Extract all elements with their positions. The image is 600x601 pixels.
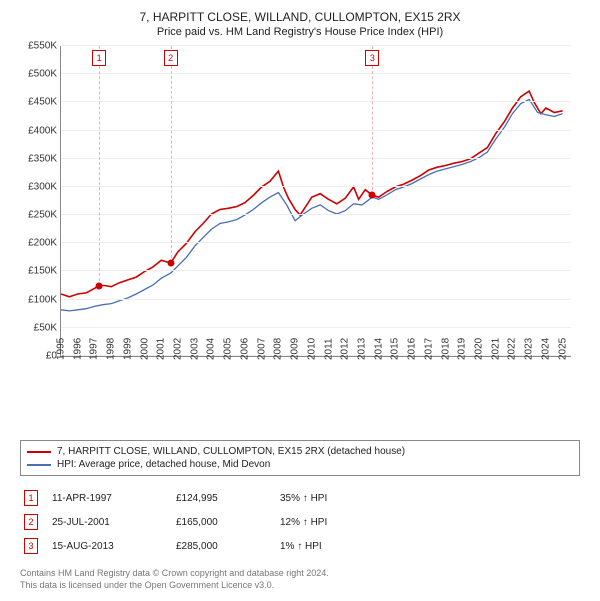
title-subtitle: Price paid vs. HM Land Registry's House … xyxy=(10,26,590,38)
marker-flag: 3 xyxy=(365,50,379,66)
gridline xyxy=(61,242,571,243)
gridline xyxy=(61,101,571,102)
transaction-price: £124,995 xyxy=(176,493,266,504)
transaction-hpi-delta: 1% ↑ HPI xyxy=(280,541,380,552)
gridline xyxy=(61,158,571,159)
marker-flag: 1 xyxy=(92,50,106,66)
title-address: 7, HARPITT CLOSE, WILLAND, CULLOMPTON, E… xyxy=(10,10,590,24)
marker-dot xyxy=(369,192,376,199)
marker-guideline xyxy=(372,46,373,195)
transaction-hpi-delta: 35% ↑ HPI xyxy=(280,493,380,504)
chart-title-block: 7, HARPITT CLOSE, WILLAND, CULLOMPTON, E… xyxy=(10,10,590,38)
y-axis-label: £550K xyxy=(28,41,57,52)
legend-box: 7, HARPITT CLOSE, WILLAND, CULLOMPTON, E… xyxy=(20,440,580,476)
legend-row: 7, HARPITT CLOSE, WILLAND, CULLOMPTON, E… xyxy=(27,445,573,458)
transaction-price: £165,000 xyxy=(176,517,266,528)
y-axis-label: £400K xyxy=(28,125,57,136)
series-svg xyxy=(61,46,571,356)
footer-line1: Contains HM Land Registry data © Crown c… xyxy=(20,568,580,580)
legend-label: HPI: Average price, detached house, Mid … xyxy=(57,459,270,470)
transaction-hpi-delta: 12% ↑ HPI xyxy=(280,517,380,528)
gridline xyxy=(61,270,571,271)
marker-dot xyxy=(96,282,103,289)
y-axis-label: £150K xyxy=(28,266,57,277)
gridline xyxy=(61,299,571,300)
gridline xyxy=(61,130,571,131)
transaction-marker-number: 1 xyxy=(24,490,38,506)
legend-row: HPI: Average price, detached house, Mid … xyxy=(27,458,573,471)
y-axis-label: £250K xyxy=(28,210,57,221)
footer-attribution: Contains HM Land Registry data © Crown c… xyxy=(20,568,580,591)
series-line xyxy=(61,100,563,311)
gridline xyxy=(61,214,571,215)
marker-guideline xyxy=(171,46,172,263)
marker-flag: 2 xyxy=(164,50,178,66)
gridline xyxy=(61,45,571,46)
y-axis-label: £300K xyxy=(28,181,57,192)
transaction-row: 2 25-JUL-2001 £165,000 12% ↑ HPI xyxy=(20,510,580,534)
transaction-date: 25-JUL-2001 xyxy=(52,517,162,528)
transaction-marker-number: 2 xyxy=(24,514,38,530)
transaction-date: 11-APR-1997 xyxy=(52,493,162,504)
y-axis-label: £450K xyxy=(28,97,57,108)
transaction-price: £285,000 xyxy=(176,541,266,552)
legend-swatch xyxy=(27,464,51,466)
transaction-row: 1 11-APR-1997 £124,995 35% ↑ HPI xyxy=(20,486,580,510)
transaction-row: 3 15-AUG-2013 £285,000 1% ↑ HPI xyxy=(20,534,580,558)
series-line xyxy=(61,91,563,297)
transactions-block: 1 11-APR-1997 £124,995 35% ↑ HPI 2 25-JUL-200… xyxy=(20,486,580,558)
y-axis-label: £50K xyxy=(34,322,57,333)
transaction-date: 15-AUG-2013 xyxy=(52,541,162,552)
y-axis-label: £350K xyxy=(28,153,57,164)
chart-container: £0£50K£100K£150K£200K£250K£300K£350K£400… xyxy=(20,46,580,396)
legend-label: 7, HARPITT CLOSE, WILLAND, CULLOMPTON, E… xyxy=(57,446,405,457)
y-axis-label: £100K xyxy=(28,294,57,305)
gridline xyxy=(61,186,571,187)
transaction-marker-number: 3 xyxy=(24,538,38,554)
gridline xyxy=(61,73,571,74)
y-axis-label: £500K xyxy=(28,69,57,80)
gridline xyxy=(61,327,571,328)
marker-guideline xyxy=(99,46,100,286)
marker-dot xyxy=(167,260,174,267)
plot-area: £0£50K£100K£150K£200K£250K£300K£350K£400… xyxy=(60,46,571,357)
y-axis-label: £200K xyxy=(28,238,57,249)
legend-swatch xyxy=(27,451,51,453)
